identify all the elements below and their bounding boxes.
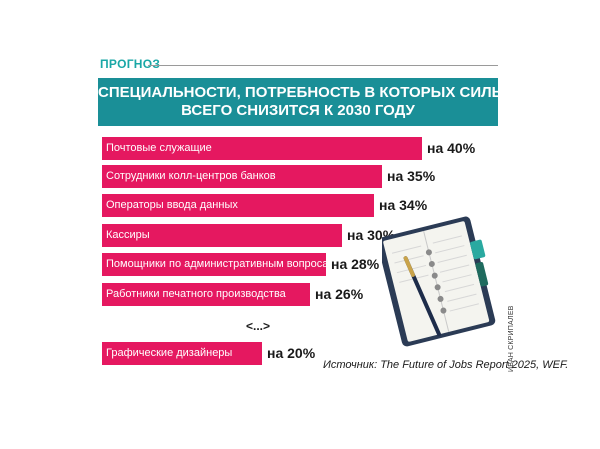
planner-notebook-icon [382, 216, 496, 347]
section-tag: ПРОГНОЗ [100, 57, 161, 71]
bar-category-label: Графические дизайнеры [106, 347, 233, 359]
source-note: Источник: The Future of Jobs Report 2025… [323, 359, 569, 371]
bar-category-label: Помощники по административным вопросам [106, 258, 336, 270]
bar-row-7: Графические дизайнеры [102, 342, 262, 365]
chart-title-banner: СПЕЦИАЛЬНОСТИ, ПОТРЕБНОСТЬ В КОТОРЫХ СИЛ… [98, 78, 534, 126]
bar-value-label: на 34% [379, 197, 428, 213]
illustrator-credit: ИВАН СКРИПАЛЕВ [508, 305, 515, 372]
omitted-rows-ellipsis: <...> [246, 319, 271, 333]
bar-category-label: Кассиры [106, 229, 150, 241]
bar-category-label: Работники печатного производства [106, 288, 286, 300]
bar-row-4: Кассиры [102, 224, 342, 247]
bar-row-6: Работники печатного производства [102, 283, 310, 306]
bar-row-5: Помощники по административным вопросам [102, 253, 336, 276]
bar-value-label: на 26% [315, 286, 364, 302]
bar-category-label: Операторы ввода данных [106, 199, 238, 211]
bar-value-label: на 35% [387, 168, 436, 184]
bar-category-label: Почтовые служащие [106, 142, 212, 154]
bar-row-1: Почтовые служащие [102, 137, 422, 160]
bar-row-3: Операторы ввода данных [102, 194, 374, 217]
bar-category-label: Сотрудники колл-центров банков [106, 170, 276, 182]
tag-divider [148, 65, 498, 66]
bar-row-2: Сотрудники колл-центров банков [102, 165, 382, 188]
bar-value-label: на 20% [267, 345, 316, 361]
chart-title-line-1: СПЕЦИАЛЬНОСТИ, ПОТРЕБНОСТЬ В КОТОРЫХ СИЛ… [98, 84, 534, 101]
bar-value-label: на 28% [331, 256, 380, 272]
bar-value-label: на 40% [427, 140, 476, 156]
chart-title-line-2: ВСЕГО СНИЗИТСЯ К 2030 ГОДУ [181, 102, 415, 119]
